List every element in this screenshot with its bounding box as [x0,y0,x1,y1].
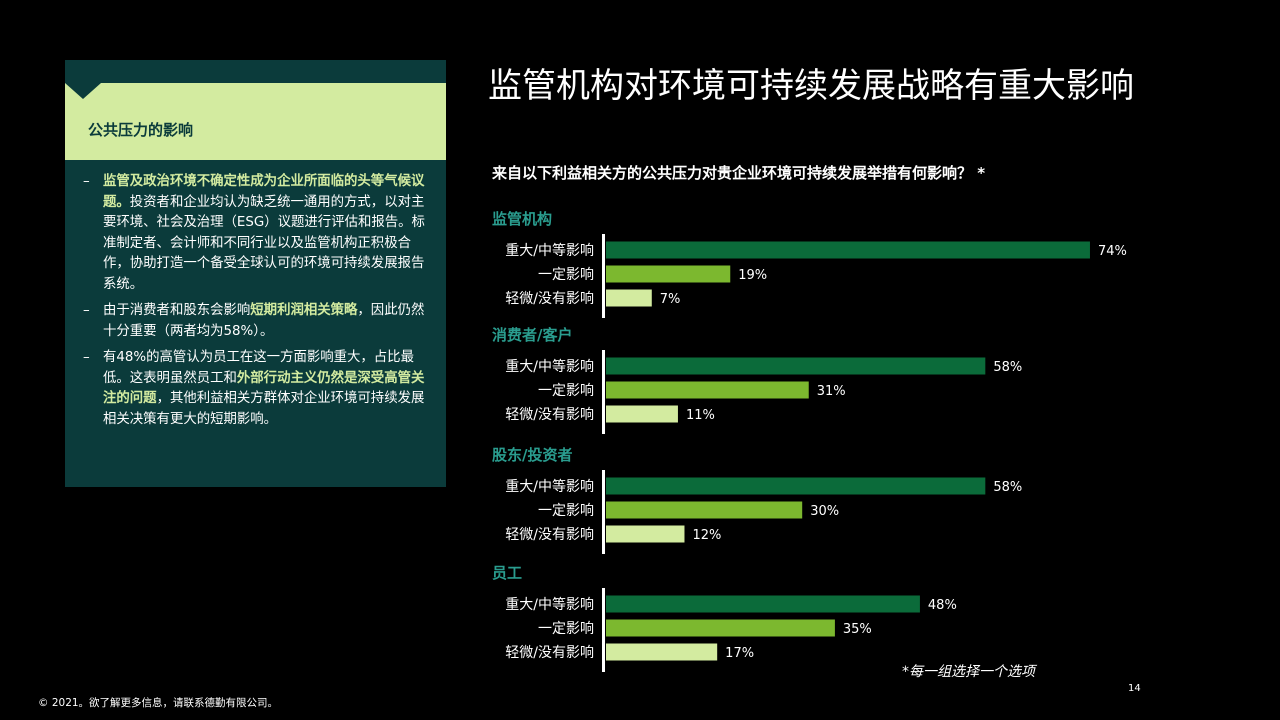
copyright: © 2021。欲了解更多信息，请联系德勤有限公司。 [38,697,279,709]
bar-value-label: 35% [843,622,872,637]
bullet-text: 有48%的高管认为员工在这一方面影响重大，占比最低。这表明虽然员工和 [103,350,414,386]
bullet-dash: – [83,174,90,189]
bar-minor [606,525,685,543]
bar-category-label: 一定影响 [538,383,594,399]
bar-minor [606,643,718,661]
panel-title: 公共压力的影响 [88,121,194,139]
group-axis-line [602,350,605,434]
group-axis-line [602,588,605,672]
bar-value-label: 7% [660,292,681,307]
bar-some [606,501,803,519]
public-pressure-panel: 公共压力的影响 – 监管及政治环境不确定性成为企业所面临的头等气候议题。投资者和企… [65,60,446,487]
bar-some [606,619,835,637]
bar-value-label: 48% [928,598,957,613]
bar-value-label: 58% [993,360,1022,375]
bullet-highlight-text: 监管及政治环境不确定性成为企业所面临的头等气候议题。 [103,174,425,210]
bar-category-label: 重大/中等影响 [505,596,594,613]
bar-major [606,477,986,495]
page-number: 14 [1128,683,1141,694]
bullet-text: 由于消费者和股东会影响 [103,303,251,318]
bar-category-label: 重大/中等影响 [505,478,594,495]
bar-category-label: 轻微/没有影响 [505,407,594,423]
bar-category-label: 重大/中等影响 [505,242,594,259]
bar-value-label: 31% [817,384,846,399]
bullet-text: ，其他利益相关方群体对企业环境可持续发展相关决策有更大的短期影响。 [103,391,425,427]
bar-value-label: 58% [993,480,1022,495]
page-title: 监管机构对环境可持续发展战略有重大影响 [488,66,1134,106]
group-label: 股东/投资者 [492,446,572,464]
panel-bullet: – 监管及政治环境不确定性成为企业所面临的头等气候议题。投资者和企业均认为缺乏统一… [83,172,428,295]
bar-value-label: 17% [725,646,754,661]
bar-some [606,381,809,399]
survey-question: 来自以下利益相关方的公共压力对贵企业环境可持续发展举措有何影响？ * [492,164,986,182]
bar-major [606,595,920,613]
bar-category-label: 轻微/没有影响 [505,527,594,543]
bar-minor [606,289,652,307]
bar-category-label: 一定影响 [538,503,594,519]
bullet-highlight-text: 外部行动主义仍然是深受高管关注的问题 [103,370,425,407]
bar-minor [606,405,678,423]
panel-bullets: – 监管及政治环境不确定性成为企业所面临的头等气候议题。投资者和企业均认为缺乏统一… [83,172,428,436]
bar-category-label: 重大/中等影响 [505,358,594,375]
panel-header [65,83,446,160]
bar-category-label: 轻微/没有影响 [505,645,594,661]
group-label: 监管机构 [492,210,552,228]
panel-notch [65,83,101,99]
bar-category-label: 轻微/没有影响 [505,291,594,307]
bar-value-label: 74% [1098,244,1127,259]
bar-some [606,265,731,283]
panel-bullet: – 有48%的高管认为员工在这一方面影响重大，占比最低。这表明虽然员工和外部行动主… [83,348,428,430]
bar-category-label: 一定影响 [538,267,594,283]
bar-value-label: 11% [686,408,715,423]
bar-value-label: 30% [810,504,839,519]
bar-major [606,241,1090,259]
bar-major [606,357,986,375]
footnote: *每一组选择一个选项 [902,664,1035,680]
group-label: 消费者/客户 [492,326,572,344]
bar-category-label: 一定影响 [538,621,594,637]
panel-bullet: – 由于消费者和股东会影响短期利润相关策略，因此仍然十分重要（两者均为58%）。 [83,301,428,342]
group-axis-line [602,234,605,318]
bar-value-label: 12% [692,528,721,543]
bullet-dash: – [83,303,90,318]
bullet-dash: – [83,350,90,365]
bullet-text: ，因此仍然十分重要（两者均为58%）。 [103,303,425,339]
group-axis-line [602,470,605,554]
bullet-text: 投资者和企业均认为缺乏统一通用的方式，以对主要环境、社会及治理（ESG）议题进行… [103,194,425,292]
bullet-highlight-text: 短期利润相关策略 [250,303,358,318]
bar-value-label: 19% [738,268,767,283]
group-label: 员工 [492,564,522,582]
